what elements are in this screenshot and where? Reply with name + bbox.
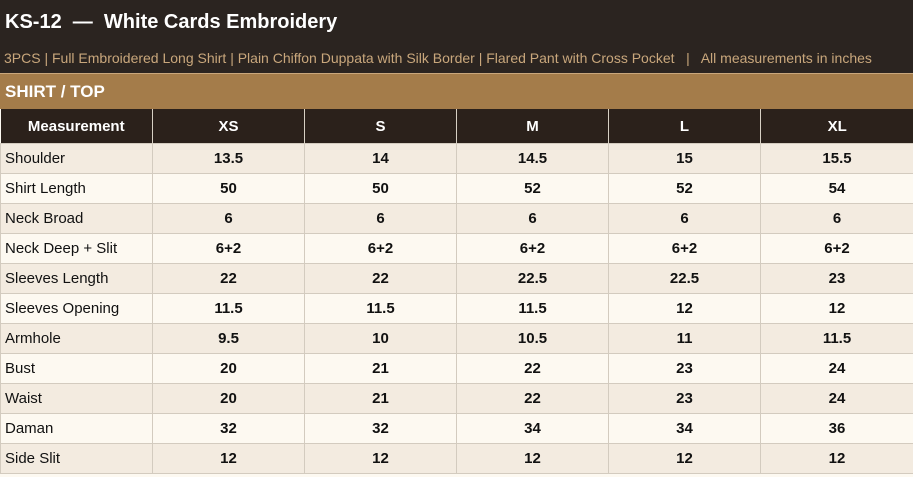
cell: 23 [608,353,761,384]
row-label: Daman [0,413,153,444]
row-label: Sleeves Opening [0,293,153,324]
cell: 9.5 [152,323,305,354]
row-label: Sleeves Length [0,263,153,294]
column-header: XL [760,109,913,144]
header-row: Measurement XS S M L XL [0,109,913,144]
cell: 6 [152,203,305,234]
cell: 12 [760,293,913,324]
cell: 52 [456,173,609,204]
cell: 23 [608,383,761,414]
size-table: Measurement XS S M L XL Shoulder 13.5 14 14.5 15 1… [0,109,913,474]
cell: 13.5 [152,143,305,174]
table-row: Shirt Length 50 50 52 52 54 [0,173,913,204]
cell: 11.5 [760,323,913,354]
table-row: Sleeves Length 22 22 22.5 22.5 23 [0,263,913,294]
table-row: Sleeves Opening 11.5 11.5 11.5 12 12 [0,293,913,324]
table-body: Shoulder 13.5 14 14.5 15 15.5 Shirt Length 50 50… [0,143,913,474]
cell: 15.5 [760,143,913,174]
cell: 36 [760,413,913,444]
cell: 12 [456,443,609,474]
column-header: M [456,109,609,144]
row-label: Armhole [0,323,153,354]
cell: 34 [608,413,761,444]
cell: 12 [608,443,761,474]
table-row: Armhole 9.5 10 10.5 11 11.5 [0,323,913,354]
cell: 12 [152,443,305,474]
table-row: Shoulder 13.5 14 14.5 15 15.5 [0,143,913,174]
cell: 23 [760,263,913,294]
cell: 20 [152,383,305,414]
cell: 32 [304,413,457,444]
cell: 20 [152,353,305,384]
cell: 22.5 [456,263,609,294]
cell: 21 [304,383,457,414]
cell: 50 [152,173,305,204]
table-row: Side Slit 12 12 12 12 12 [0,443,913,474]
table-row: Neck Deep + Slit 6+2 6+2 6+2 6+2 6+2 [0,233,913,264]
cell: 11.5 [304,293,457,324]
cell: 22.5 [608,263,761,294]
cell: 12 [608,293,761,324]
cell: 22 [304,263,457,294]
title: KS-12 — White Cards Embroidery [0,0,913,44]
cell: 14 [304,143,457,174]
row-label: Neck Deep + Slit [0,233,153,264]
table-row: Daman 32 32 34 34 36 [0,413,913,444]
cell: 15 [608,143,761,174]
table-row: Bust 20 21 22 23 24 [0,353,913,384]
row-label: Waist [0,383,153,414]
row-label: Bust [0,353,153,384]
cell: 6+2 [456,233,609,264]
cell: 6 [760,203,913,234]
cell: 12 [304,443,457,474]
column-header: Measurement [0,109,153,144]
cell: 11 [608,323,761,354]
cell: 24 [760,383,913,414]
cell: 52 [608,173,761,204]
cell: 10.5 [456,323,609,354]
cell: 6 [456,203,609,234]
row-label: Side Slit [0,443,153,474]
cell: 6+2 [152,233,305,264]
cell: 11.5 [152,293,305,324]
cell: 21 [304,353,457,384]
cell: 6+2 [760,233,913,264]
section-header: SHIRT / TOP [0,73,913,109]
cell: 32 [152,413,305,444]
cell: 12 [760,443,913,474]
cell: 50 [304,173,457,204]
cell: 6 [608,203,761,234]
cell: 6+2 [608,233,761,264]
column-header: S [304,109,457,144]
row-label: Shoulder [0,143,153,174]
cell: 22 [456,383,609,414]
table-row: Neck Broad 6 6 6 6 6 [0,203,913,234]
table-row: Waist 20 21 22 23 24 [0,383,913,414]
row-label: Neck Broad [0,203,153,234]
cell: 54 [760,173,913,204]
cell: 22 [456,353,609,384]
cell: 10 [304,323,457,354]
cell: 22 [152,263,305,294]
cell: 6+2 [304,233,457,264]
cell: 11.5 [456,293,609,324]
cell: 34 [456,413,609,444]
cell: 24 [760,353,913,384]
subtitle: 3PCS | Full Embroidered Long Shirt | Pla… [0,44,913,73]
column-header: XS [152,109,305,144]
column-header: L [608,109,761,144]
row-label: Shirt Length [0,173,153,204]
cell: 6 [304,203,457,234]
cell: 14.5 [456,143,609,174]
